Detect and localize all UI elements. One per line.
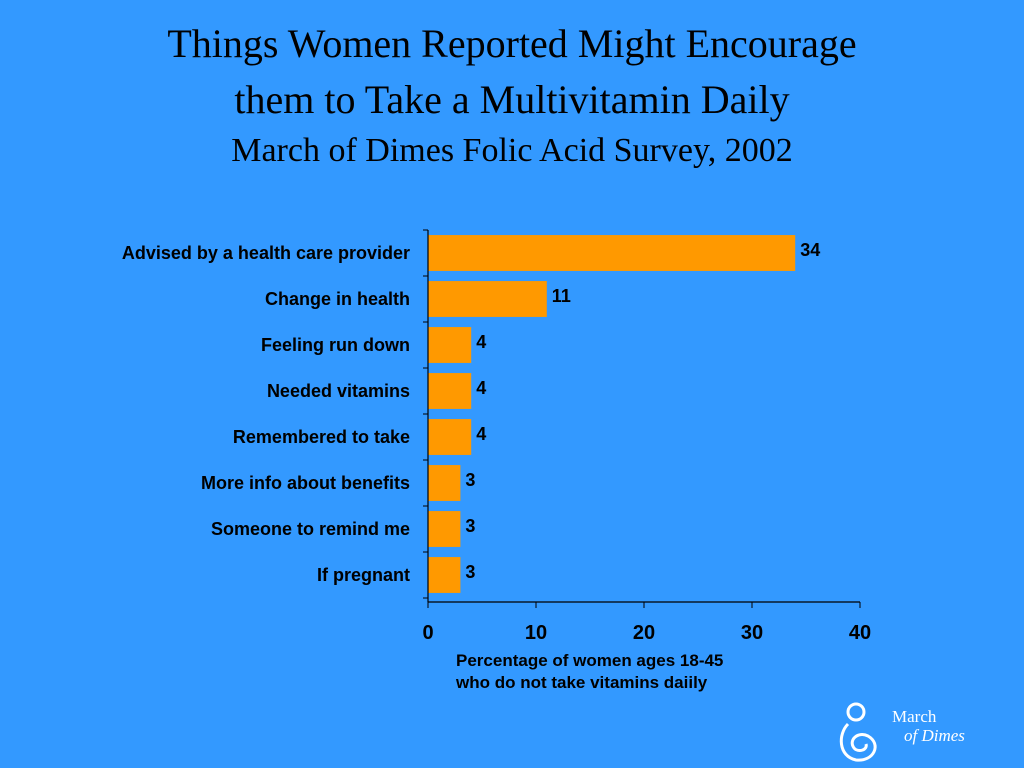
bar-5 (428, 465, 461, 501)
chart-title-line2: them to Take a Multivitamin Daily (234, 77, 790, 122)
bar-2 (428, 327, 472, 363)
bar-0 (428, 235, 796, 271)
bar-7 (428, 557, 461, 593)
chart-title-line1: Things Women Reported Might Encourage (167, 21, 857, 66)
chart-subtitle: March of Dimes Folic Acid Survey, 2002 (231, 132, 793, 169)
category-label-1: Change in health (265, 289, 410, 309)
x-axis-label-line2: who do not take vitamins daiily (456, 673, 708, 692)
x-axis-label-line1: Percentage of women ages 18-45 (456, 651, 724, 670)
value-label-6: 3 (465, 516, 475, 536)
bar-6 (428, 511, 461, 547)
march-of-dimes-logo (839, 702, 877, 762)
bar-4 (428, 419, 472, 455)
value-label-5: 3 (465, 470, 475, 490)
category-label-5: More info about benefits (201, 473, 410, 493)
x-axis-label: Percentage of women ages 18-45 who do no… (456, 650, 836, 694)
value-label-0: 34 (800, 240, 820, 260)
mother-baby-icon (839, 702, 877, 762)
value-label-7: 3 (465, 562, 475, 582)
category-label-4: Remembered to take (233, 427, 410, 447)
category-label-3: Needed vitamins (267, 381, 410, 401)
category-label-7: If pregnant (317, 565, 410, 585)
bar-3 (428, 373, 472, 409)
logo-text: March of Dimes (892, 707, 965, 745)
x-tick-label-0: 0 (422, 622, 433, 644)
x-tick-label-3: 30 (741, 622, 763, 644)
logo-text-line1: March (892, 707, 937, 726)
value-label-3: 4 (476, 378, 486, 398)
x-tick-label-4: 40 (849, 622, 871, 644)
bar-1 (428, 281, 547, 317)
logo-text-line2: of Dimes (904, 726, 965, 745)
category-label-2: Feeling run down (261, 335, 410, 355)
category-label-0: Advised by a health care provider (122, 243, 410, 263)
category-label-6: Someone to remind me (211, 519, 410, 539)
bar-chart: Advised by a health care provider 34Chang… (122, 229, 871, 644)
x-tick-label-2: 20 (633, 622, 655, 644)
value-label-1: 11 (552, 286, 571, 306)
value-label-2: 4 (476, 332, 486, 352)
x-tick-label-1: 10 (525, 622, 547, 644)
value-label-4: 4 (476, 424, 486, 444)
